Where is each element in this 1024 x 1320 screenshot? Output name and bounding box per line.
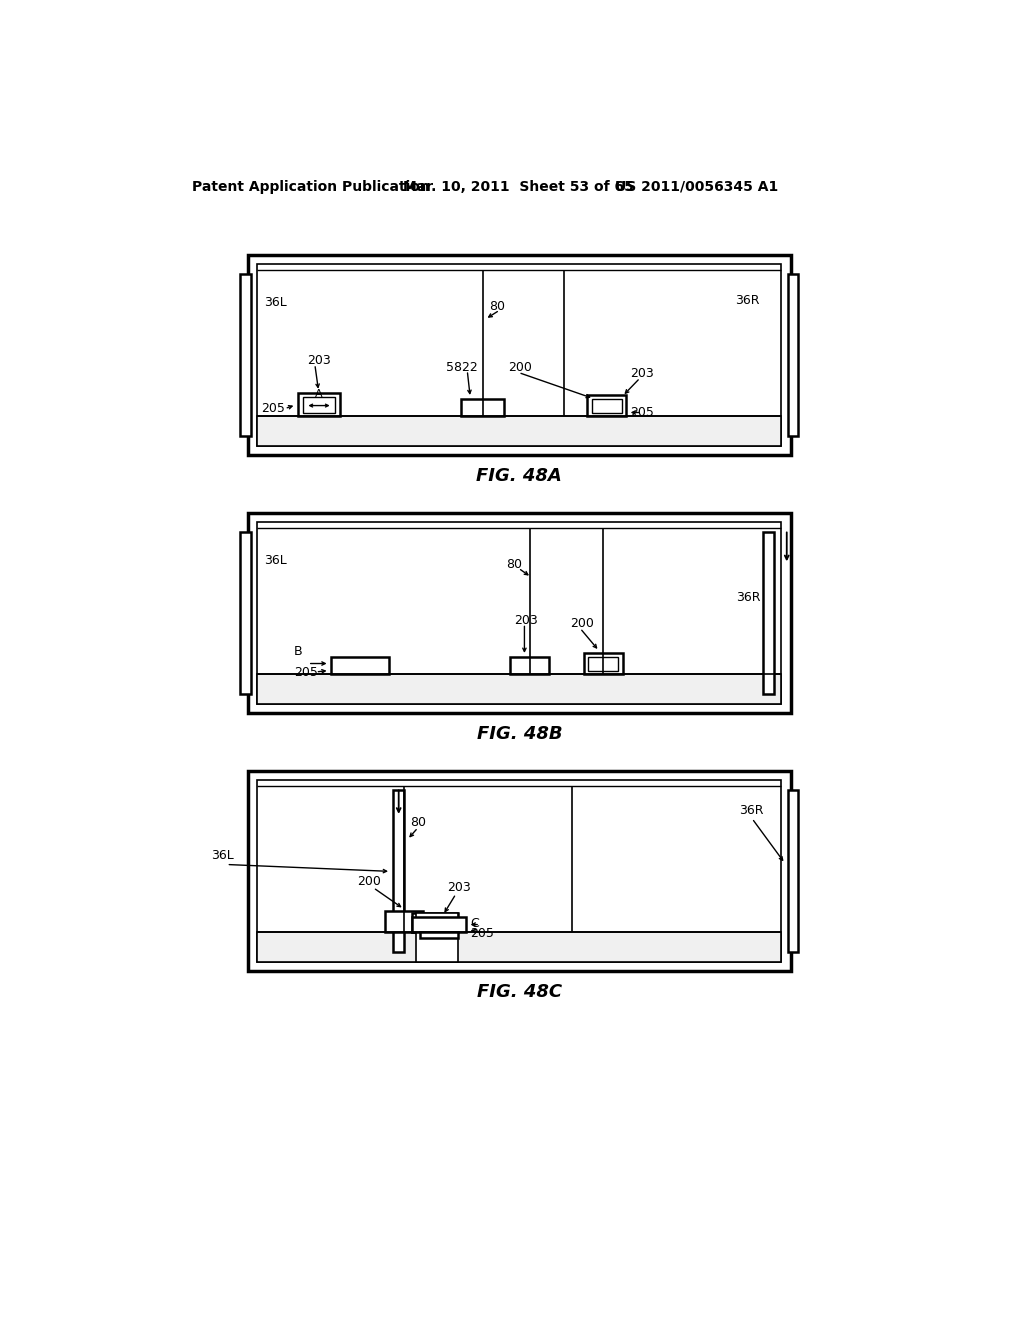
Text: 5822: 5822	[445, 360, 477, 374]
Bar	[584, 653, 623, 675]
Bar	[412, 913, 459, 932]
Text: Mar. 10, 2011  Sheet 53 of 65: Mar. 10, 2011 Sheet 53 of 65	[403, 180, 634, 194]
Bar	[248, 512, 791, 713]
Text: 80: 80	[411, 816, 426, 829]
Bar	[331, 657, 389, 675]
Text: 80: 80	[488, 300, 505, 313]
Bar	[393, 789, 404, 952]
Text: C: C	[470, 916, 479, 929]
Bar	[592, 399, 622, 413]
Bar	[241, 532, 251, 694]
Bar	[303, 397, 335, 412]
Text: 205: 205	[294, 667, 317, 680]
Bar	[257, 932, 781, 961]
Text: Patent Application Publication: Patent Application Publication	[193, 180, 430, 194]
Bar	[298, 393, 340, 416]
Text: 205: 205	[261, 403, 285, 416]
Bar	[257, 780, 781, 961]
Text: US 2011/0056345 A1: US 2011/0056345 A1	[614, 180, 778, 194]
Bar	[416, 913, 459, 961]
Bar	[385, 911, 424, 932]
Text: 203: 203	[630, 367, 654, 380]
Bar	[412, 917, 466, 932]
Bar	[763, 532, 773, 694]
Text: 200: 200	[508, 360, 532, 374]
Text: 80: 80	[507, 557, 522, 570]
Bar	[241, 275, 251, 437]
Bar	[257, 675, 781, 704]
Bar	[589, 656, 617, 671]
Text: 200: 200	[357, 875, 382, 888]
Bar	[787, 275, 799, 437]
Text: 205: 205	[470, 927, 494, 940]
Bar	[461, 400, 505, 416]
Text: 36L: 36L	[263, 554, 287, 566]
Text: FIG. 48A: FIG. 48A	[476, 467, 562, 486]
Text: FIG. 48C: FIG. 48C	[477, 983, 562, 1002]
Text: FIG. 48B: FIG. 48B	[476, 726, 562, 743]
Text: 200: 200	[570, 616, 594, 630]
Text: 36R: 36R	[738, 804, 763, 817]
Text: 203: 203	[446, 880, 470, 894]
Bar	[511, 657, 549, 675]
Bar	[257, 416, 781, 446]
Bar	[248, 771, 791, 970]
Bar	[257, 264, 781, 446]
Text: 203: 203	[514, 614, 538, 627]
Bar	[420, 932, 459, 939]
Text: A: A	[314, 389, 323, 400]
Text: 36R: 36R	[735, 591, 760, 603]
Text: 205: 205	[630, 407, 654, 418]
Bar	[588, 395, 627, 416]
Text: 36L: 36L	[263, 296, 287, 309]
Text: 36R: 36R	[735, 294, 760, 308]
Bar	[787, 789, 799, 952]
Text: 203: 203	[307, 354, 331, 367]
Text: 36L: 36L	[211, 849, 233, 862]
Bar	[257, 521, 781, 704]
Bar	[248, 255, 791, 455]
Text: B: B	[294, 644, 302, 657]
